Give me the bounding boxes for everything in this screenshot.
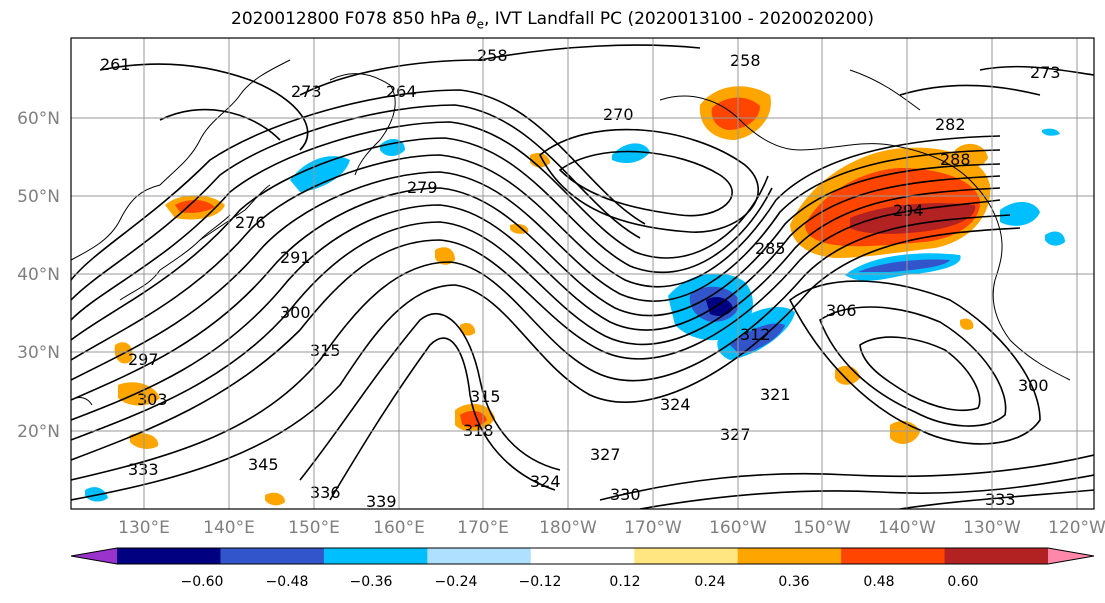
contour-label: 261 xyxy=(100,55,131,74)
contour-label: 285 xyxy=(755,239,786,258)
lon-label: 180°W xyxy=(539,518,597,538)
contour-label: 303 xyxy=(137,390,168,409)
lat-label: 40°N xyxy=(17,265,60,285)
lon-label: 130°W xyxy=(963,518,1021,538)
lon-label: 170°E xyxy=(457,518,509,538)
colorbar-tick-label: −0.36 xyxy=(350,574,393,590)
contour-label: 270 xyxy=(603,105,634,124)
colorbar-tick-label: −0.12 xyxy=(519,574,562,590)
graticule xyxy=(71,38,1094,509)
lon-label: 150°W xyxy=(793,518,851,538)
contour-label: 276 xyxy=(235,213,266,232)
contour-label: 333 xyxy=(985,490,1016,509)
colorbar-swatch xyxy=(427,548,532,564)
map-panel: 261 258 273 264 258 273 270 282 279 276 … xyxy=(71,38,1094,511)
colorbar-tick-label: −0.48 xyxy=(266,574,309,590)
contour-label: 297 xyxy=(128,350,159,369)
lat-label: 20°N xyxy=(17,422,60,442)
coastlines xyxy=(71,59,1071,406)
colorbar: −0.60 −0.48 −0.36 −0.24 −0.12 0.12 0.24 … xyxy=(70,547,1095,590)
colorbar-swatch xyxy=(117,548,221,564)
colorbar-tick-label: 0.60 xyxy=(947,574,978,590)
contour-label: 324 xyxy=(660,395,691,414)
contour-label: 264 xyxy=(386,82,417,101)
contour-label: 333 xyxy=(128,460,159,479)
contour-label: 279 xyxy=(407,178,438,197)
colorbar-swatch xyxy=(530,548,635,564)
theta-e-contours xyxy=(71,44,1094,509)
lon-label: 140°W xyxy=(878,518,936,538)
colorbar-swatches xyxy=(70,547,1095,565)
contour-label: 324 xyxy=(530,472,561,491)
contour-label: 330 xyxy=(610,485,641,504)
lon-label: 140°E xyxy=(203,518,255,538)
colorbar-swatch xyxy=(841,548,946,564)
contour-label: 273 xyxy=(291,82,322,101)
lon-label: 170°W xyxy=(624,518,682,538)
contour-label: 327 xyxy=(720,425,751,444)
colorbar-swatch xyxy=(220,548,325,564)
colorbar-tick-label: 0.12 xyxy=(609,574,640,590)
contour-label: 282 xyxy=(935,115,966,134)
colorbar-tick-labels: −0.60 −0.48 −0.36 −0.24 −0.12 0.12 0.24 … xyxy=(181,574,979,590)
colorbar-tick-label: 0.48 xyxy=(863,574,894,590)
contour-label: 321 xyxy=(760,385,791,404)
longitude-labels: 130°E 140°E 150°E 160°E 170°E 180°W 170°… xyxy=(118,518,1105,538)
contour-label: 258 xyxy=(477,46,508,65)
contour-label: 327 xyxy=(590,445,621,464)
colorbar-swatch xyxy=(944,548,1049,564)
contour-label: 339 xyxy=(366,492,397,511)
colorbar-swatch xyxy=(323,548,428,564)
contour-labels: 261 258 273 264 258 273 270 282 279 276 … xyxy=(100,46,1061,511)
colorbar-swatch xyxy=(737,548,842,564)
plot-title: 2020012800 F078 850 hPa θe, IVT Landfall… xyxy=(231,9,874,32)
colorbar-tick-label: 0.24 xyxy=(694,574,725,590)
colorbar-swatch xyxy=(71,548,117,564)
contour-label: 306 xyxy=(826,301,857,320)
lon-label: 160°W xyxy=(709,518,767,538)
lat-label: 60°N xyxy=(17,109,60,129)
contour-label: 345 xyxy=(248,455,279,474)
contour-label: 288 xyxy=(940,150,971,169)
latitude-labels: 60°N 50°N 40°N 30°N 20°N xyxy=(17,109,60,442)
colorbar-swatch xyxy=(1048,548,1094,564)
colorbar-tick-label: −0.60 xyxy=(181,574,224,590)
map-frame xyxy=(70,37,1095,510)
contour-label: 291 xyxy=(280,248,311,267)
lon-label: 120°W xyxy=(1048,518,1105,538)
lat-label: 30°N xyxy=(17,343,60,363)
lat-label: 50°N xyxy=(17,187,60,207)
colorbar-tick-label: −0.24 xyxy=(435,574,478,590)
contour-label: 294 xyxy=(893,201,924,220)
contour-label: 315 xyxy=(310,341,341,360)
contour-label: 315 xyxy=(470,387,501,406)
contour-label: 258 xyxy=(730,51,761,70)
colorbar-outline xyxy=(70,547,1095,565)
contour-label: 312 xyxy=(740,325,771,344)
colorbar-tick-label: 0.36 xyxy=(778,574,809,590)
contour-label: 300 xyxy=(280,303,311,322)
contour-label: 273 xyxy=(1030,63,1061,82)
colorbar-swatch xyxy=(634,548,739,564)
contour-label: 336 xyxy=(310,483,341,502)
lon-label: 130°E xyxy=(118,518,170,538)
contour-label: 300 xyxy=(1018,376,1049,395)
lon-label: 150°E xyxy=(288,518,340,538)
lon-label: 160°E xyxy=(373,518,425,538)
